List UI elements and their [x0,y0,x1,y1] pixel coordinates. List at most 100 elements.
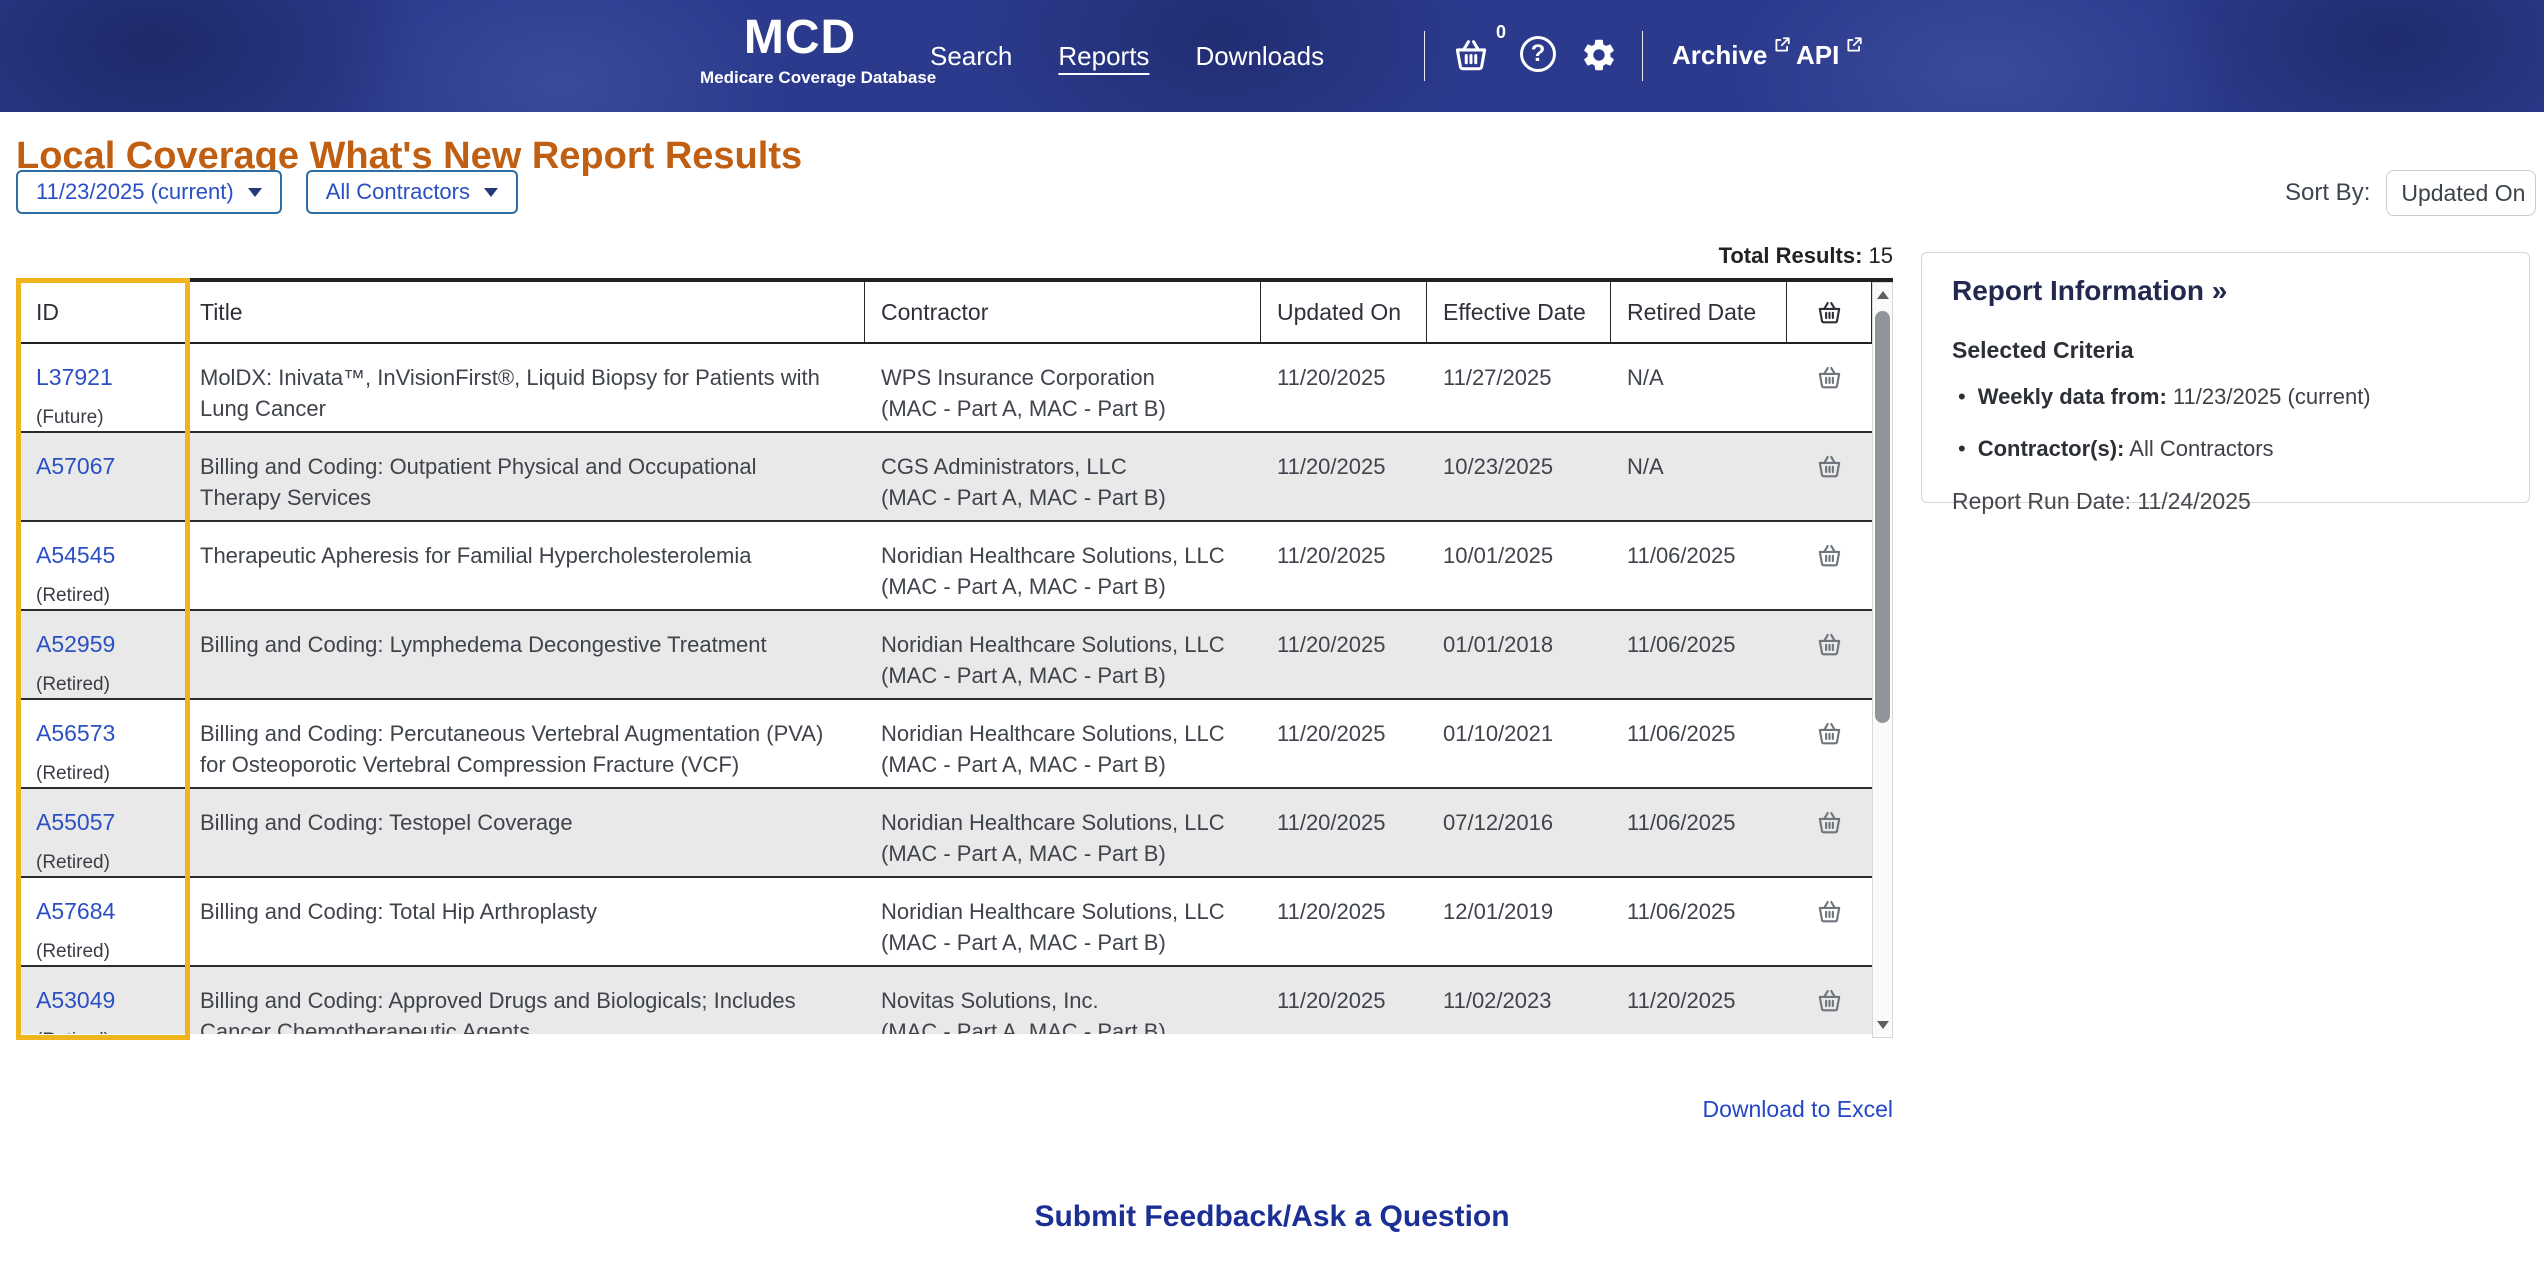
criteria-item-contractors: Contractor(s): All Contractors [1958,436,2499,462]
contractor-type: (MAC - Part A, MAC - Part B) [881,663,1166,688]
basket-cart-icon[interactable]: 0 [1452,22,1506,74]
record-status: (Retired) [36,763,110,784]
record-effective-date: 01/01/2018 [1443,632,1554,657]
record-effective-date: 10/23/2025 [1443,454,1554,479]
logo-subtitle: Medicare Coverage Database [700,68,937,87]
contractor-type: (MAC - Part A, MAC - Part B) [881,485,1166,510]
record-id-link[interactable]: A56573 [36,720,116,746]
record-contractor: Noridian Healthcare Solutions, LLC (MAC … [865,522,1261,609]
record-status: (Retired) [36,1025,184,1034]
criteria-label: Weekly data from: [1977,384,2167,409]
add-to-basket-icon[interactable] [1816,987,1843,1015]
record-updated-on: 11/20/2025 [1277,721,1386,746]
external-link-icon [1773,36,1791,54]
record-contractor: Novitas Solutions, Inc. (MAC - Part A, M… [865,967,1261,1034]
record-status: (Retired) [36,941,110,962]
nav-downloads[interactable]: Downloads [1195,40,1325,71]
basket-cell [1787,700,1872,787]
record-id-link[interactable]: A52959 [36,631,116,657]
scroll-up-arrow-icon [1876,291,1889,299]
record-id-link[interactable]: A53049 [36,987,116,1013]
id-cell: A52959 (Retired) [16,611,184,698]
contractor-filter-dropdown[interactable]: All Contractors [305,170,518,214]
sort-control: Sort By: Updated On [2285,170,2537,216]
record-updated-on: 11/20/2025 [1277,988,1386,1013]
record-retired-date: N/A [1627,454,1664,479]
record-title: MolDX: Inivata™, InVisionFirst®, Liquid … [200,365,820,421]
record-contractor: Noridian Healthcare Solutions, LLC (MAC … [865,789,1261,876]
add-to-basket-icon[interactable] [1816,720,1843,748]
gear-icon[interactable] [1580,36,1618,74]
col-header-retired-date[interactable]: Retired Date [1611,282,1787,342]
record-retired-date: N/A [1627,365,1664,390]
record-status: (Retired) [36,585,110,606]
basket-cell [1787,344,1872,431]
feedback-link-wrap: Submit Feedback/Ask a Question [0,1200,2544,1234]
table-scrollbar[interactable] [1872,282,1893,1038]
week-filter-dropdown[interactable]: 11/23/2025 (current) [16,170,282,214]
criteria-item-weekly-data: Weekly data from: 11/23/2025 (current) [1958,384,2499,410]
id-cell: A57684 (Retired) [16,878,184,965]
scroll-down-button[interactable] [1873,1013,1892,1037]
record-title: Billing and Coding: Total Hip Arthroplas… [200,899,598,924]
table-row: A54545 (Retired) Therapeutic Apheresis f… [16,522,1872,611]
record-contractor: Noridian Healthcare Solutions, LLC (MAC … [865,700,1261,787]
col-header-basket-icon[interactable] [1787,282,1872,342]
record-id-link[interactable]: L37921 [36,364,113,390]
report-information-title[interactable]: Report Information » [1952,275,2228,306]
scroll-up-button[interactable] [1873,283,1892,307]
col-header-contractor[interactable]: Contractor [865,282,1261,342]
add-to-basket-icon[interactable] [1816,631,1843,659]
record-effective-date: 11/02/2023 [1443,988,1552,1013]
record-updated-on: 11/20/2025 [1277,810,1386,835]
sort-by-select[interactable]: Updated On [2386,170,2537,216]
record-status: (Retired) [36,674,110,695]
col-header-id[interactable]: ID [36,298,59,325]
add-to-basket-icon[interactable] [1816,542,1843,570]
contractor-name: WPS Insurance Corporation [881,365,1155,390]
help-icon[interactable] [1520,36,1556,72]
record-effective-date: 01/10/2021 [1443,721,1554,746]
selected-criteria-heading: Selected Criteria [1952,337,2134,363]
record-title: Billing and Coding: Testopel Coverage [200,810,573,835]
week-filter-label: 11/23/2025 (current) [36,179,234,204]
nav-reports[interactable]: Reports [1058,40,1150,71]
nav-search[interactable]: Search [930,40,1013,71]
archive-label: Archive [1672,40,1768,70]
record-id-link[interactable]: A57684 [36,898,116,924]
record-retired-date: 11/06/2025 [1627,543,1736,568]
record-retired-date: 11/06/2025 [1627,899,1736,924]
mcd-logo[interactable]: MCD Medicare Coverage Database [700,12,937,88]
record-id-link[interactable]: A54545 [36,542,116,568]
record-contractor: Noridian Healthcare Solutions, LLC (MAC … [865,611,1261,698]
archive-link[interactable]: Archive [1672,40,1791,71]
api-link[interactable]: API [1796,40,1863,71]
record-contractor: CGS Administrators, LLC (MAC - Part A, M… [865,433,1261,520]
add-to-basket-icon[interactable] [1816,364,1843,392]
site-header: MCD Medicare Coverage Database Search Re… [0,0,2544,112]
record-id-link[interactable]: A55057 [36,809,116,835]
table-body: L37921 (Future) MolDX: Inivata™, InVisio… [16,344,1872,1034]
submit-feedback-link[interactable]: Submit Feedback/Ask a Question [1034,1200,1510,1233]
record-contractor: Noridian Healthcare Solutions, LLC (MAC … [865,878,1261,965]
table-row: A56573 (Retired) Billing and Coding: Per… [16,700,1872,789]
scrollbar-thumb[interactable] [1875,311,1890,723]
add-to-basket-icon[interactable] [1816,809,1843,837]
col-header-updated-on[interactable]: Updated On [1261,282,1427,342]
header-divider [1642,31,1643,81]
add-to-basket-icon[interactable] [1816,898,1843,926]
api-label: API [1796,40,1840,70]
basket-cell [1787,789,1872,876]
contractor-name: Noridian Healthcare Solutions, LLC [881,632,1225,657]
record-updated-on: 11/20/2025 [1277,365,1386,390]
record-retired-date: 11/06/2025 [1627,721,1736,746]
col-header-title[interactable]: Title [184,282,865,342]
add-to-basket-icon[interactable] [1816,453,1843,481]
record-retired-date: 11/06/2025 [1627,632,1736,657]
record-id-link[interactable]: A57067 [36,453,116,479]
scroll-down-arrow-icon [1876,1021,1889,1029]
basket-cell [1787,522,1872,609]
download-to-excel-link[interactable]: Download to Excel [1702,1096,1894,1122]
report-run-date: Report Run Date: 11/24/2025 [1952,488,2251,514]
col-header-effective-date[interactable]: Effective Date [1427,282,1611,342]
